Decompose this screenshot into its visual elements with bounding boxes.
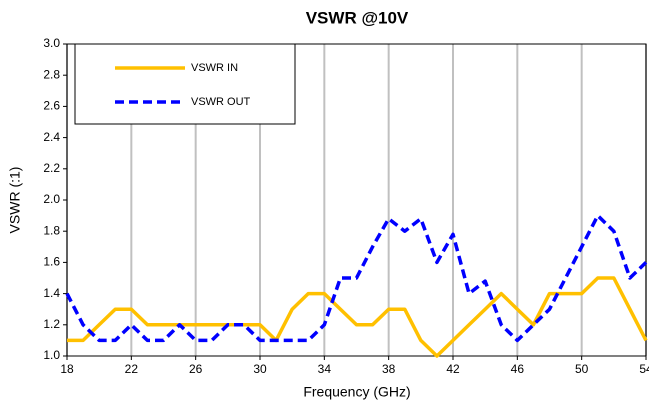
x-tick-label: 22 — [125, 362, 139, 376]
x-tick-label: 18 — [60, 362, 74, 376]
legend-label: VSWR IN — [191, 62, 238, 74]
y-tick-label: 1.4 — [43, 286, 60, 300]
y-tick-label: 1.8 — [43, 223, 60, 237]
x-tick-label: 26 — [189, 362, 203, 376]
x-tick-label: 46 — [511, 362, 525, 376]
y-tick-label: 2.8 — [43, 67, 60, 81]
series-line — [67, 276, 648, 358]
x-tick-label: 42 — [446, 362, 460, 376]
x-tick-label: 34 — [318, 362, 332, 376]
x-tick-label: 54 — [639, 362, 649, 376]
y-tick-label: 1.2 — [43, 317, 60, 331]
y-tick-label: 1.0 — [43, 348, 60, 362]
y-tick-label: 2.0 — [43, 192, 60, 206]
x-tick-label: 38 — [382, 362, 396, 376]
y-tick-label: 1.6 — [43, 255, 60, 269]
y-axis-label: VSWR (:1) — [7, 167, 23, 234]
y-tick-label: 2.6 — [43, 99, 60, 113]
y-tick-label: 2.2 — [43, 161, 60, 175]
chart-title: VSWR @10V — [306, 8, 409, 27]
x-axis-label: Frequency (GHz) — [303, 384, 410, 400]
legend-label: VSWR OUT — [191, 96, 251, 108]
legend-box — [74, 43, 296, 125]
y-tick-label: 2.4 — [43, 130, 60, 144]
plot-frame — [66, 43, 647, 357]
x-tick-label: 30 — [253, 362, 267, 376]
y-tick-label: 3.0 — [43, 36, 60, 50]
series-line — [65, 213, 648, 343]
x-tick-label: 50 — [575, 362, 589, 376]
